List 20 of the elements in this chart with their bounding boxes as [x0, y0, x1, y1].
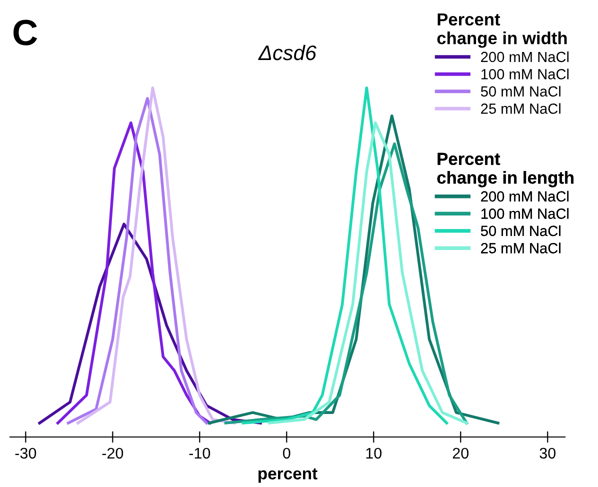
- x-tick-label: 30: [540, 448, 556, 459]
- x-tick-label: -30: [15, 448, 36, 459]
- x-tick-label: -10: [189, 448, 210, 459]
- x-tick-label: 20: [452, 448, 469, 459]
- legend-label: 50 mM NaCl: [480, 86, 560, 97]
- x-tick-label: -20: [102, 448, 124, 459]
- text: Percent change in width: [437, 13, 567, 48]
- legend-label: 100 mM NaCl: [481, 68, 569, 80]
- x-tick-label: 10: [366, 448, 382, 459]
- legend-label: 25 mM NaCl: [481, 103, 560, 114]
- chart-title: Δcsd6: [258, 44, 316, 60]
- legend-label: 200 mM NaCl: [481, 190, 569, 202]
- legend-label: 200 mM NaCl: [481, 51, 569, 62]
- x-axis-title: percent: [258, 468, 318, 483]
- legend-label: 50 mM NaCl: [480, 225, 560, 236]
- text: Percent change in length: [437, 152, 574, 188]
- legend-label: 25 mM NaCl: [481, 242, 560, 254]
- legend-label: 100 mM NaCl: [481, 208, 569, 219]
- x-tick-label: 0: [282, 448, 290, 459]
- text: C: [13, 20, 38, 46]
